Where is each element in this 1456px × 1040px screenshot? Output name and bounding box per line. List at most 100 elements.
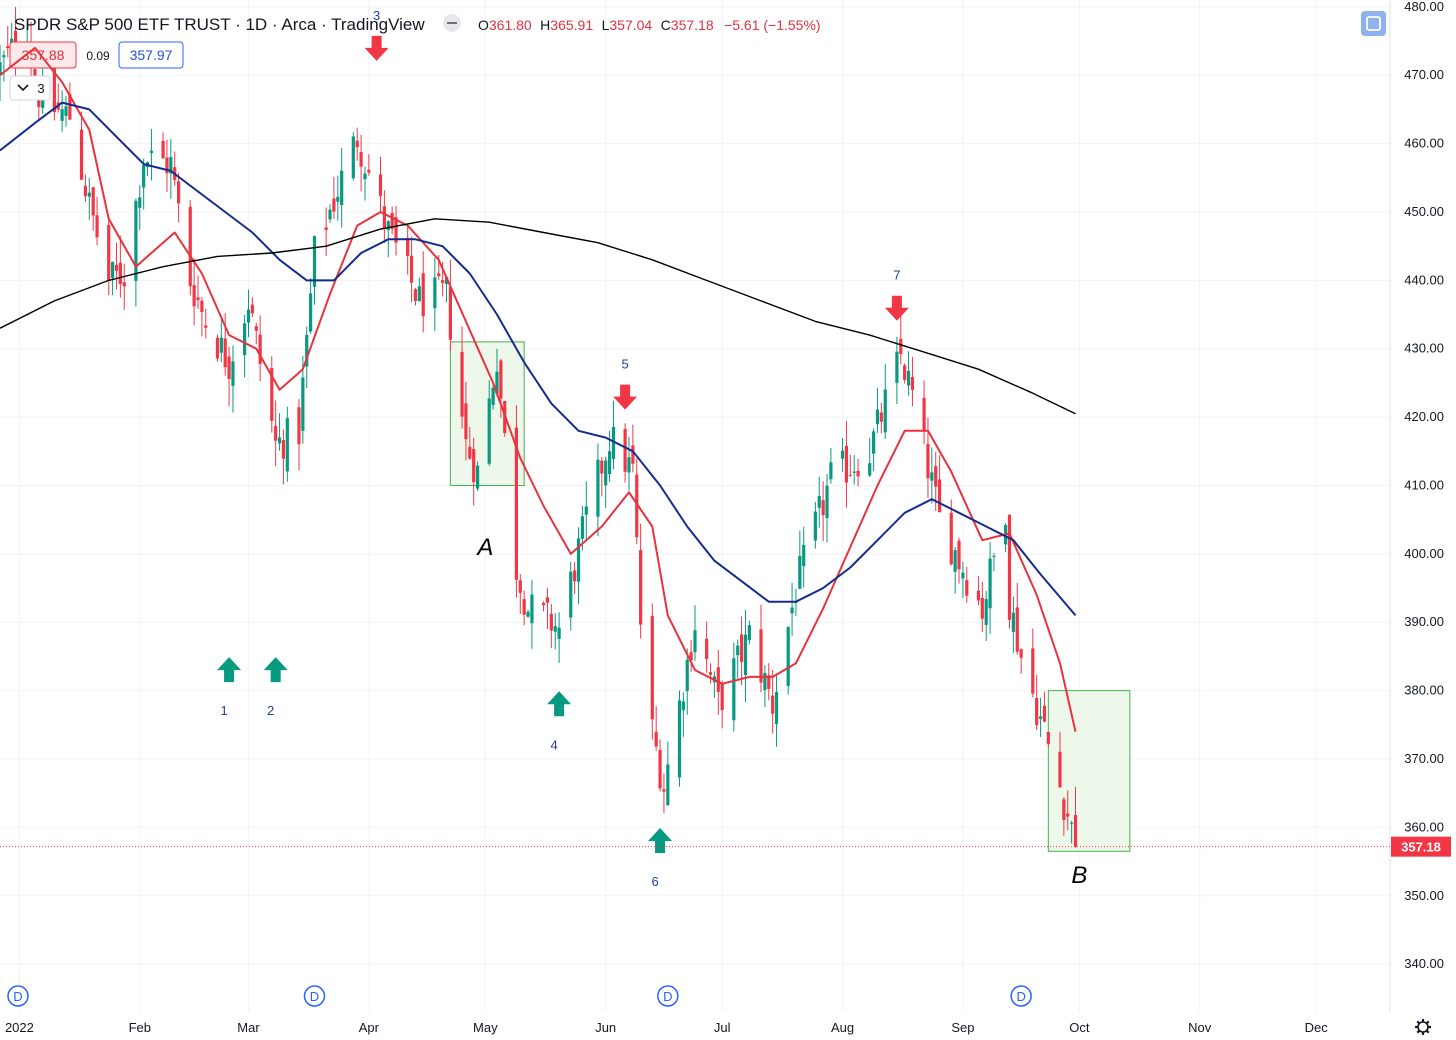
candle-up[interactable] [87, 192, 91, 197]
time-axis[interactable]: 2022 Feb Mar Apr May Jun Jul Aug Sep Oct Nov Dec [5, 1020, 1328, 1035]
candle-down[interactable] [767, 675, 771, 689]
candle-up[interactable] [580, 516, 585, 539]
candle-down[interactable] [639, 549, 643, 625]
candle-down[interactable] [107, 224, 111, 281]
candle-up[interactable] [110, 261, 115, 278]
candle-up[interactable] [328, 209, 332, 220]
indicators-toggle[interactable]: 3 [9, 75, 51, 101]
candle-down[interactable] [324, 227, 328, 230]
candle-down[interactable] [1058, 751, 1062, 788]
candle-up[interactable] [611, 426, 616, 460]
candle-down[interactable] [1046, 731, 1050, 744]
candle-down[interactable] [922, 397, 926, 432]
candle-up[interactable] [285, 418, 289, 472]
settings-button[interactable] [1415, 1019, 1431, 1035]
candle-down[interactable] [759, 629, 763, 683]
candle-down[interactable] [856, 470, 860, 477]
candle-up[interactable] [530, 594, 534, 624]
candle-down[interactable] [600, 460, 604, 474]
candle-down[interactable] [879, 412, 883, 422]
candle-up[interactable] [491, 387, 495, 405]
candle-up[interactable] [829, 462, 833, 480]
candle-down[interactable] [448, 286, 452, 340]
candle-down[interactable] [662, 789, 666, 792]
dividend-marker[interactable] [1010, 985, 1032, 1007]
candle-down[interactable] [716, 667, 720, 692]
candle-down[interactable] [270, 368, 274, 421]
candle-up[interactable] [1011, 612, 1015, 632]
candle-up[interactable] [984, 599, 988, 625]
candle-down[interactable] [903, 365, 907, 380]
candle-up[interactable] [219, 337, 223, 353]
candle-up[interactable] [576, 538, 581, 582]
candle-down[interactable] [848, 474, 852, 476]
collapse-button[interactable] [443, 14, 461, 32]
candle-up[interactable] [763, 672, 767, 691]
candle-up[interactable] [906, 370, 911, 386]
candle-down[interactable] [910, 377, 915, 391]
candle-down[interactable] [623, 428, 627, 472]
candle-up[interactable] [677, 700, 682, 778]
candle-up[interactable] [817, 496, 821, 508]
candle-down[interactable] [1019, 649, 1023, 658]
candle-down[interactable] [650, 615, 654, 720]
candle-up[interactable] [790, 607, 794, 614]
candle-up[interactable] [596, 459, 600, 517]
sell-button[interactable]: 357.88 [9, 41, 77, 69]
candle-up[interactable] [875, 409, 880, 425]
candle-up[interactable] [992, 555, 996, 557]
candle-up[interactable] [495, 371, 499, 394]
candle-up[interactable] [363, 173, 367, 180]
candle-up[interactable] [64, 106, 68, 116]
candle-up[interactable] [149, 150, 154, 154]
candle-up[interactable] [743, 634, 748, 675]
candle-down[interactable] [1007, 514, 1012, 620]
candle-down[interactable] [200, 300, 204, 313]
candle-up[interactable] [386, 221, 390, 231]
candle-down[interactable] [382, 206, 386, 228]
candle-down[interactable] [705, 638, 709, 660]
candle-down[interactable] [720, 683, 724, 711]
candle-down[interactable] [844, 445, 849, 483]
candle-down[interactable] [215, 337, 220, 359]
candle-up[interactable] [433, 277, 437, 309]
candle-up[interactable] [883, 389, 887, 433]
candle-down[interactable] [514, 427, 518, 580]
candle-up[interactable] [305, 334, 309, 367]
candle-up[interactable] [802, 544, 806, 567]
candle-down[interactable] [258, 334, 262, 364]
candle-down[interactable] [421, 273, 425, 317]
candle-up[interactable] [142, 165, 146, 188]
candle-down[interactable] [957, 540, 961, 570]
candle-down[interactable] [518, 580, 522, 593]
candle-down[interactable] [165, 157, 169, 174]
dividend-marker[interactable] [303, 985, 326, 1007]
candle-down[interactable] [367, 169, 371, 173]
candle-down[interactable] [68, 94, 72, 120]
candle-up[interactable] [169, 157, 173, 174]
candle-down[interactable] [541, 602, 546, 606]
candle-down[interactable] [949, 512, 953, 565]
candle-up[interactable] [852, 471, 856, 473]
candle-down[interactable] [1035, 698, 1039, 726]
candle-down[interactable] [332, 198, 336, 212]
candle-down[interactable] [79, 129, 84, 180]
price-axis[interactable]: 480.00 470.00 460.00 450.00 440.00 430.00 420.… [1404, 0, 1444, 971]
candle-down[interactable] [1073, 815, 1078, 847]
candle-down[interactable] [250, 304, 254, 314]
candle-down[interactable] [359, 151, 363, 167]
candle-down[interactable] [545, 597, 550, 603]
candle-up[interactable] [2, 55, 6, 58]
candle-down[interactable] [926, 444, 930, 479]
candle-down[interactable] [635, 474, 639, 538]
candle-up[interactable] [930, 472, 934, 481]
candle-down[interactable] [472, 449, 476, 483]
candle-up[interactable] [417, 286, 421, 302]
candle-down[interactable] [281, 440, 286, 459]
candle-down[interactable] [297, 407, 301, 445]
buy-button[interactable]: 357.97 [118, 41, 184, 69]
candle-up[interactable] [134, 200, 138, 281]
candle-down[interactable] [654, 731, 658, 747]
candle-down[interactable] [771, 695, 775, 714]
